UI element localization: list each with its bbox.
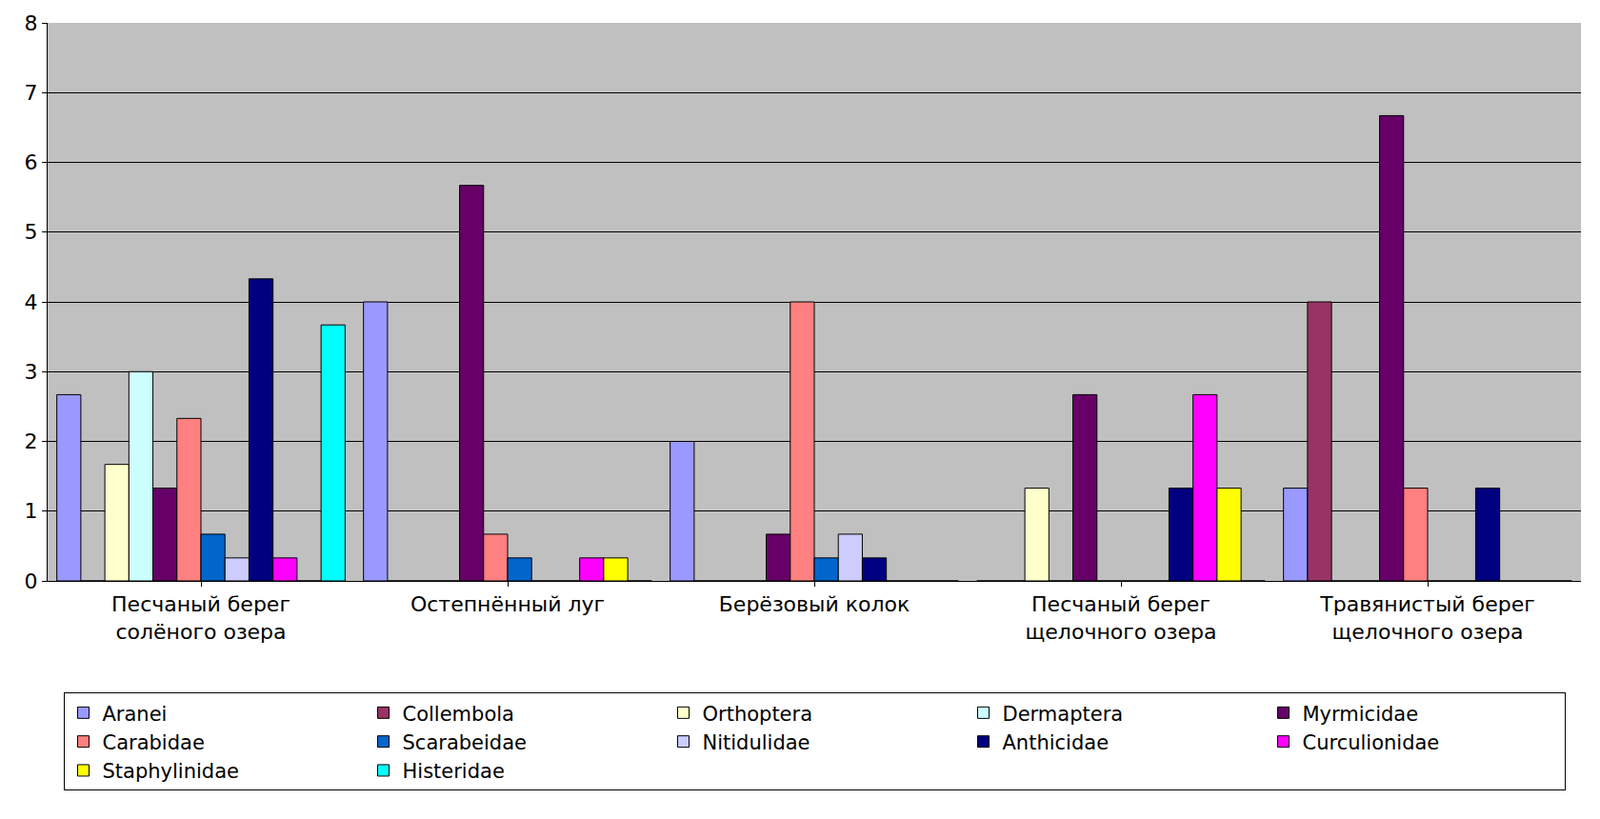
svg-text:Берёзовый колок: Берёзовый колок [719,592,910,617]
svg-text:8: 8 [24,11,39,36]
svg-text:Песчаный берегщелочного озера: Песчаный берегщелочного озера [1025,592,1218,644]
svg-text:Staphylinidae: Staphylinidae [102,760,240,783]
svg-text:0: 0 [24,569,39,594]
svg-text:5: 5 [24,220,39,244]
svg-text:Scarabeidae: Scarabeidae [402,731,527,755]
svg-text:Collembola: Collembola [402,702,515,726]
svg-text:4: 4 [24,290,39,315]
svg-text:Carabidae: Carabidae [102,731,205,755]
svg-text:Остепнённый луг: Остепнённый луг [410,592,605,617]
svg-text:Histeridae: Histeridae [402,760,505,783]
svg-text:Dermaptera: Dermaptera [1002,702,1124,726]
svg-text:Травянистый берегщелочного озе: Травянистый берегщелочного озера [1319,592,1536,644]
svg-text:7: 7 [24,80,39,105]
svg-text:Nitidulidae: Nitidulidae [702,731,811,755]
svg-text:1: 1 [24,499,39,523]
svg-text:6: 6 [24,150,39,175]
svg-text:Myrmicidae: Myrmicidae [1302,702,1420,726]
svg-text:Anthicidae: Anthicidae [1002,731,1110,755]
svg-text:Orthoptera: Orthoptera [702,702,814,726]
svg-text:2: 2 [24,429,39,454]
svg-text:3: 3 [24,360,39,384]
svg-text:Curculionidae: Curculionidae [1302,731,1440,755]
svg-text:Песчаный берегсолёного озера: Песчаный берегсолёного озера [111,592,291,644]
svg-text:Aranei: Aranei [102,702,168,726]
